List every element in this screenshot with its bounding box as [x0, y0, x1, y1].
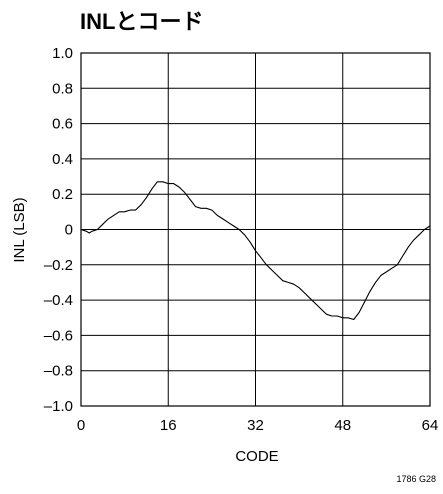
y-tick-label: 1.0: [52, 45, 73, 62]
x-tick-label: 64: [422, 417, 439, 434]
inl-series-line: [80, 181, 431, 321]
x-tick-label: 32: [247, 417, 264, 434]
grid: [80, 52, 431, 407]
chart-title: INLとコード: [80, 9, 203, 34]
y-tick-label: 0.2: [52, 186, 73, 203]
series: [80, 181, 431, 321]
y-tick-label: –0.2: [44, 257, 73, 274]
y-tick-label: 0.4: [52, 151, 73, 168]
y-tick-label: –0.4: [44, 292, 73, 309]
tick-labels: 1.00.80.60.40.20–0.2–0.4–0.6–0.8–1.00 16 3…: [44, 45, 439, 434]
y-tick-label: –1.0: [44, 398, 73, 415]
x-axis-label: CODE: [235, 448, 278, 465]
x-tick-label: 48: [334, 417, 351, 434]
y-axis-label: INL (LSB): [11, 197, 28, 262]
x-tick-label: 16: [160, 417, 177, 434]
y-tick-label: 0: [65, 222, 73, 239]
x-tick-label: 0: [77, 417, 85, 434]
y-tick-label: 0.8: [52, 80, 73, 97]
figure-id-label: 1786 G28: [396, 474, 436, 484]
y-tick-label: –0.8: [44, 363, 73, 380]
y-tick-label: –0.6: [44, 327, 73, 344]
y-tick-label: 0.6: [52, 116, 73, 133]
